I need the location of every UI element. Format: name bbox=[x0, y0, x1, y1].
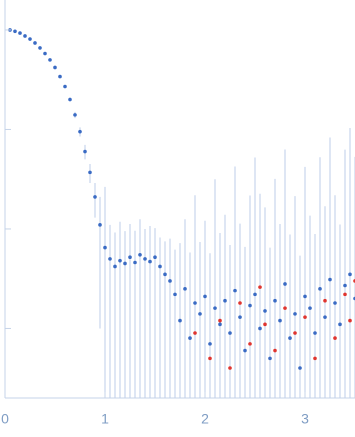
point bbox=[148, 259, 152, 264]
point bbox=[98, 223, 102, 227]
point bbox=[63, 84, 67, 89]
point bbox=[348, 318, 352, 323]
point bbox=[293, 312, 297, 316]
point bbox=[78, 129, 82, 134]
point bbox=[138, 252, 142, 257]
point bbox=[303, 315, 307, 319]
point bbox=[313, 331, 317, 335]
point bbox=[168, 279, 172, 283]
point bbox=[93, 195, 97, 199]
point bbox=[88, 170, 92, 175]
point bbox=[283, 306, 287, 310]
point bbox=[208, 356, 212, 361]
x-tick-label: 3 bbox=[301, 411, 309, 427]
point bbox=[233, 288, 237, 293]
point bbox=[298, 366, 302, 370]
point bbox=[58, 74, 62, 79]
point bbox=[318, 287, 322, 291]
point bbox=[333, 301, 337, 305]
point bbox=[313, 356, 317, 361]
point bbox=[238, 301, 242, 305]
point bbox=[178, 318, 182, 323]
point bbox=[208, 342, 212, 346]
point bbox=[43, 51, 47, 56]
point bbox=[18, 31, 22, 35]
point bbox=[103, 245, 107, 250]
point bbox=[323, 315, 327, 319]
point bbox=[118, 258, 122, 263]
point bbox=[68, 97, 72, 102]
point bbox=[303, 294, 307, 299]
point bbox=[143, 257, 147, 261]
point bbox=[213, 306, 217, 310]
point bbox=[193, 301, 197, 305]
point bbox=[333, 336, 337, 340]
point bbox=[198, 312, 202, 316]
point bbox=[328, 277, 332, 282]
point bbox=[263, 322, 267, 327]
point bbox=[38, 46, 42, 50]
point bbox=[158, 264, 162, 269]
point bbox=[203, 294, 207, 299]
point bbox=[343, 292, 347, 297]
point bbox=[188, 336, 192, 340]
point bbox=[273, 348, 277, 353]
point bbox=[28, 37, 32, 41]
x-tick-label: 0 bbox=[1, 411, 9, 427]
x-tick-label: 1 bbox=[101, 411, 109, 427]
point bbox=[183, 287, 187, 291]
x-tick-label: 2 bbox=[201, 411, 209, 427]
point bbox=[248, 342, 252, 346]
error-bars bbox=[9, 29, 355, 398]
point bbox=[83, 149, 87, 154]
point bbox=[153, 255, 157, 260]
point bbox=[283, 282, 287, 286]
point bbox=[263, 309, 267, 313]
point bbox=[173, 292, 177, 297]
point bbox=[128, 255, 132, 260]
point bbox=[193, 331, 197, 335]
point bbox=[253, 292, 257, 297]
point bbox=[248, 303, 252, 308]
point bbox=[278, 318, 282, 323]
point bbox=[33, 41, 37, 45]
point bbox=[223, 298, 227, 303]
point bbox=[113, 264, 117, 269]
point bbox=[258, 326, 262, 331]
point bbox=[293, 331, 297, 335]
point bbox=[228, 366, 232, 370]
point bbox=[48, 58, 52, 62]
point bbox=[13, 29, 17, 34]
point bbox=[163, 272, 167, 277]
point bbox=[53, 65, 57, 70]
point bbox=[243, 348, 247, 353]
point bbox=[343, 283, 347, 288]
point bbox=[218, 322, 222, 327]
point bbox=[323, 298, 327, 303]
point bbox=[338, 322, 342, 327]
point bbox=[108, 257, 112, 261]
point bbox=[23, 34, 27, 38]
point bbox=[273, 298, 277, 303]
point bbox=[123, 261, 127, 266]
point bbox=[348, 272, 352, 277]
point bbox=[73, 113, 77, 117]
point bbox=[258, 285, 262, 289]
points bbox=[8, 28, 355, 370]
point bbox=[288, 336, 292, 340]
point bbox=[228, 331, 232, 335]
point bbox=[218, 318, 222, 323]
point bbox=[268, 356, 272, 361]
point bbox=[238, 315, 242, 319]
point bbox=[133, 260, 137, 265]
point bbox=[308, 306, 312, 310]
